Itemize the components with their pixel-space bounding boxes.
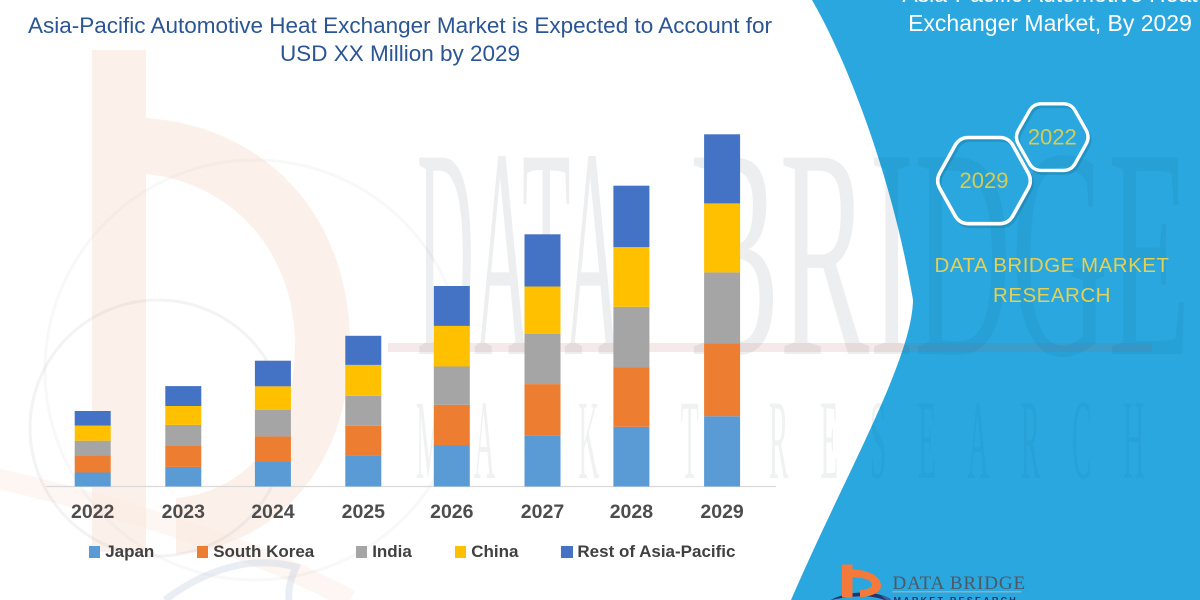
svg-text:2029: 2029 (960, 168, 1009, 193)
svg-text:2022: 2022 (1028, 125, 1077, 150)
svg-text:DATA BRIDGE: DATA BRIDGE (893, 573, 1026, 594)
svg-text:MARKET RESEARCH: MARKET RESEARCH (894, 596, 1019, 600)
